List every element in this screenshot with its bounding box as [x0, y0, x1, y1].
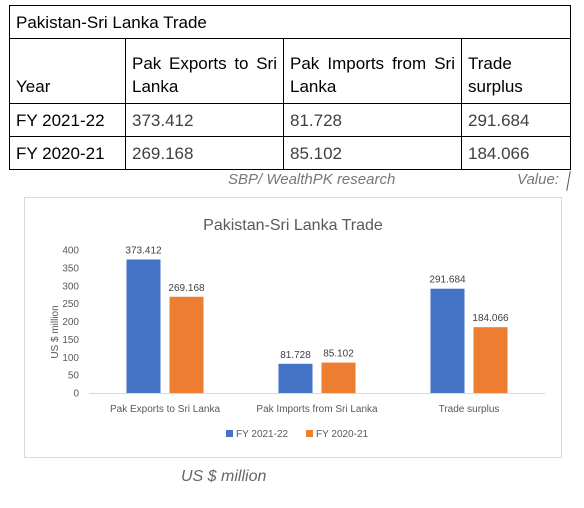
chart-title: Pakistan-Sri Lanka Trade	[203, 217, 383, 234]
y-tick-label: 200	[62, 317, 79, 328]
chart-container: Pakistan-Sri Lanka Trade US $ million 0 5…	[24, 197, 562, 458]
bar	[126, 259, 161, 393]
row-year: FY 2021-22	[9, 103, 126, 137]
bar	[278, 363, 313, 393]
unit-note: US $ million	[181, 468, 267, 485]
y-tick-label: 300	[62, 281, 79, 292]
data-label: 184.066	[472, 313, 509, 324]
table-header-row: Year Pak Exports to Sri Lanka Pak Import…	[9, 38, 572, 104]
bar	[169, 296, 204, 393]
y-tick-label: 250	[62, 299, 79, 310]
y-tick-label: 400	[62, 246, 79, 257]
bar	[321, 362, 356, 393]
source-note: SBP/ WealthPK research	[228, 171, 396, 188]
y-tick-label: 150	[62, 335, 79, 346]
row-year: FY 2020-21	[9, 136, 126, 170]
row-exports: 373.412	[125, 103, 284, 137]
data-label: 81.728	[280, 350, 311, 361]
y-tick-label: 0	[73, 389, 79, 400]
legend-label: FY 2020-21	[316, 429, 369, 440]
header-year: Year	[9, 38, 126, 104]
data-labels: 373.412 269.168 81.728 85.102 291.684 184.066	[125, 246, 509, 361]
bar-chart: Pakistan-Sri Lanka Trade US $ million 0 5…	[50, 217, 545, 440]
data-label: 85.102	[323, 349, 354, 360]
value-label: Value:	[517, 171, 559, 188]
data-label: 373.412	[125, 246, 162, 257]
y-axis-label: US $ million	[50, 305, 61, 358]
header-exports: Pak Exports to Sri Lanka	[125, 38, 284, 104]
data-label: 269.168	[168, 283, 205, 294]
table-title-row: Pakistan-Sri Lanka Trade	[8, 5, 572, 39]
y-axis-ticks: 0 50 100 150 200 250 300 350 400	[62, 246, 79, 400]
category-label: Trade surplus	[439, 404, 500, 415]
row-surplus: 184.066	[460, 136, 572, 170]
y-tick-label: 50	[68, 371, 80, 382]
header-imports: Pak Imports from Sri Lanka	[283, 38, 462, 104]
table-row: FY 2021-22 373.412 81.728 291.684	[9, 103, 572, 137]
header-surplus: Trade surplus	[460, 38, 572, 104]
legend-label: FY 2021-22	[236, 429, 289, 440]
row-surplus: 291.684	[460, 103, 572, 137]
bar	[430, 288, 465, 393]
bars	[89, 259, 545, 394]
legend: FY 2021-22 FY 2020-21	[226, 429, 369, 440]
trade-table: Pakistan-Sri Lanka Trade Year Pak Export…	[8, 5, 572, 170]
legend-swatch	[226, 430, 233, 437]
data-label: 291.684	[429, 275, 466, 286]
table-title: Pakistan-Sri Lanka Trade	[8, 5, 572, 39]
row-exports: 269.168	[125, 136, 284, 170]
row-imports: 85.102	[283, 136, 462, 170]
cursor-line	[566, 171, 571, 191]
category-labels: Pak Exports to Sri Lanka Pak Imports from…	[110, 404, 499, 415]
table-row: FY 2020-21 269.168 85.102 184.066	[9, 136, 572, 170]
category-label: Pak Imports from Sri Lanka	[256, 404, 378, 415]
bar	[473, 327, 508, 393]
y-tick-label: 350	[62, 263, 79, 274]
row-imports: 81.728	[283, 103, 462, 137]
category-label: Pak Exports to Sri Lanka	[110, 404, 220, 415]
legend-swatch	[306, 430, 313, 437]
y-tick-label: 100	[62, 353, 79, 364]
